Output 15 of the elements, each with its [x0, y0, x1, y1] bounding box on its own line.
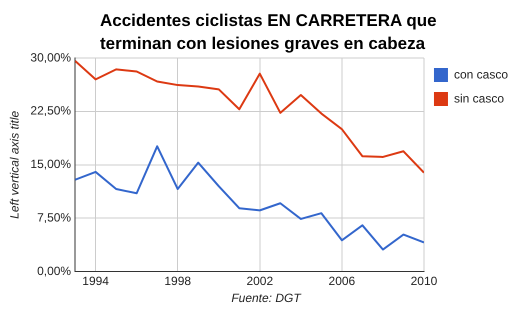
y-tick-label: 7,50% [37, 210, 72, 225]
y-tick-label: 0,00% [37, 264, 72, 278]
x-tick-label: 2006 [328, 274, 356, 288]
x-tick-label: 1998 [164, 274, 192, 288]
y-axis-title: Left vertical axis title [8, 110, 22, 219]
y-tick-label: 22,50% [30, 104, 72, 118]
legend-label: sin casco [454, 91, 504, 106]
source-note: Fuente: DGT [230, 291, 302, 305]
x-tick-label: 1994 [82, 274, 110, 288]
y-tick-label: 15,00% [30, 157, 72, 172]
legend-label: con casco [454, 67, 508, 82]
y-tick-label: 30,00% [30, 50, 72, 64]
x-tick-label: 2002 [246, 274, 274, 288]
chart-title: Accidentes ciclistas EN CARRETERA que terminan con lesiones graves en cabeza [100, 10, 438, 55]
x-tick-label: 2010 [410, 274, 438, 288]
